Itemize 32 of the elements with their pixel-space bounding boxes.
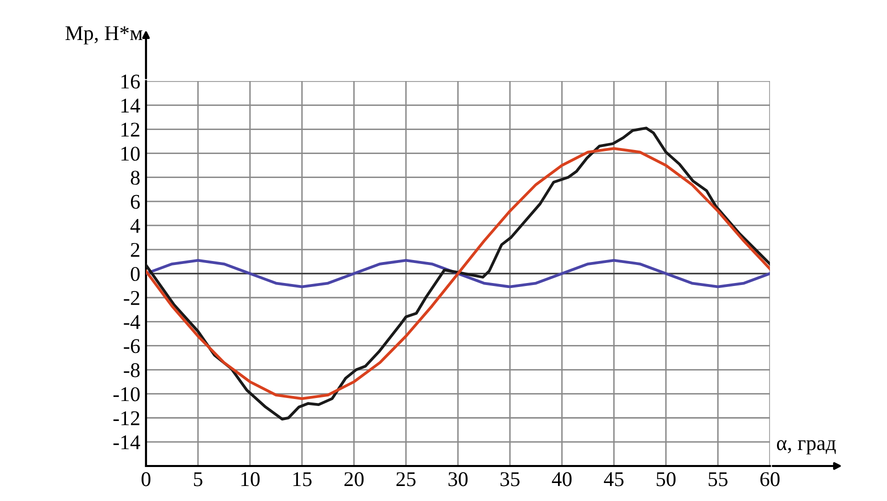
- x-tick-label: 10: [241, 472, 260, 486]
- x-tick-label: 55: [708, 472, 728, 486]
- y-tick-label: 4: [130, 218, 140, 233]
- y-tick-label: 8: [130, 170, 140, 185]
- x-tick-label: 20: [344, 472, 364, 486]
- x-tick-label: 35: [500, 472, 520, 486]
- line-series: [146, 258, 770, 288]
- x-tick-label: 60: [760, 472, 780, 486]
- y-tick-label: -2: [124, 291, 140, 305]
- x-tick-label: 25: [396, 472, 416, 486]
- y-tick-label: -12: [113, 411, 140, 426]
- x-tick-label: 50: [656, 472, 676, 486]
- x-tick-label: 40: [552, 472, 572, 486]
- y-tick-label: 0: [130, 266, 140, 282]
- y-axis-title: Мр, Н*м: [65, 26, 142, 44]
- y-tick-label: 12: [121, 122, 140, 136]
- y-tick-label: 10: [121, 146, 140, 161]
- y-tick-label: -8: [124, 363, 140, 378]
- x-tick-label: 0: [142, 472, 150, 486]
- x-tick-label: 45: [604, 472, 624, 486]
- y-tick-label: -4: [124, 315, 140, 329]
- y-tick-label: -10: [113, 387, 140, 402]
- y-tick-label: -6: [124, 339, 140, 354]
- x-tick-label: 15: [293, 472, 312, 486]
- y-tick-label: 16: [121, 74, 140, 89]
- x-tick-label: 30: [448, 472, 468, 486]
- y-tick-label: 14: [121, 98, 140, 112]
- y-tick-label: 6: [130, 194, 140, 209]
- y-tick-label: 2: [130, 242, 140, 257]
- x-axis-title: α, град: [776, 440, 836, 454]
- x-tick-label: 5: [194, 472, 202, 486]
- y-tick-label: -14: [113, 435, 140, 450]
